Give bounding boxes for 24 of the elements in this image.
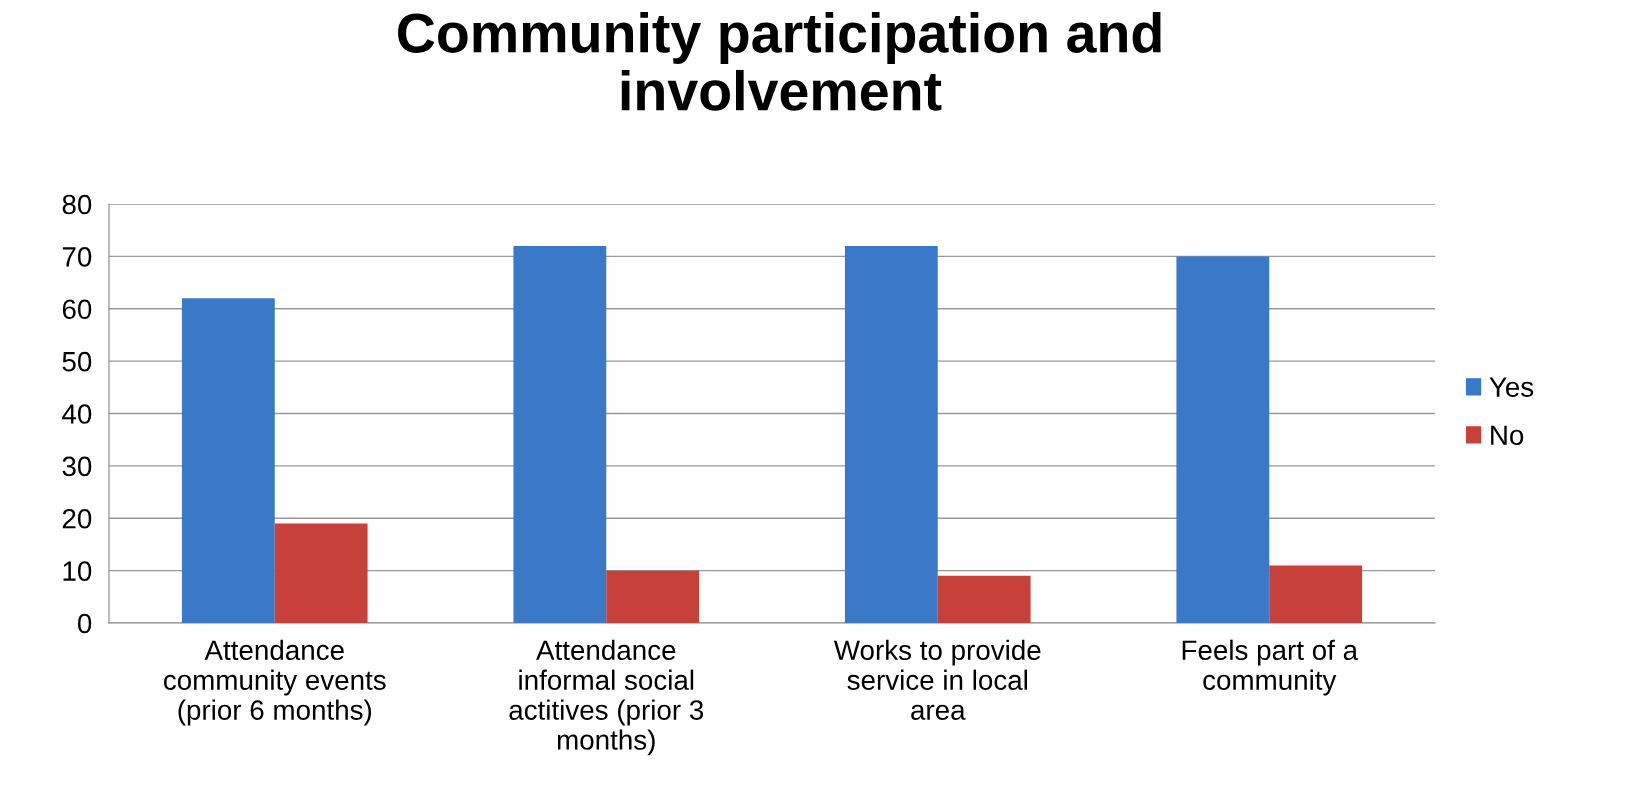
y-tick-label: 60 — [62, 299, 92, 320]
x-tick-label: Feels part of a community — [1182, 639, 1359, 696]
x-tick-label: Works to provide service in local area — [833, 639, 1041, 720]
y-tick-label: 40 — [62, 404, 92, 424]
bar — [606, 570, 700, 623]
chart-title: Community participation and involvement — [398, 12, 1161, 111]
y-tick-label: 10 — [63, 561, 92, 581]
bar — [844, 245, 938, 623]
y-tick-label: 50 — [62, 351, 92, 372]
legend-label: No — [1491, 425, 1524, 446]
y-tick-label: 30 — [62, 456, 92, 477]
bar — [181, 298, 275, 623]
x-tick-label: Attendance informal social actitives (prior 3 months) — [509, 639, 704, 756]
legend-label: Yes — [1489, 377, 1534, 397]
y-tick-label: 80 — [62, 194, 92, 215]
y-tick-label: 0 — [77, 613, 92, 634]
y-tick-label: 20 — [62, 508, 92, 529]
bar — [937, 575, 1031, 623]
bar — [274, 523, 368, 623]
bar — [1176, 256, 1270, 623]
bar — [1269, 565, 1363, 623]
bar — [513, 245, 607, 623]
x-tick-label: Attendance community events (prior 6 months) — [164, 639, 386, 726]
y-tick-label: 70 — [62, 247, 92, 267]
